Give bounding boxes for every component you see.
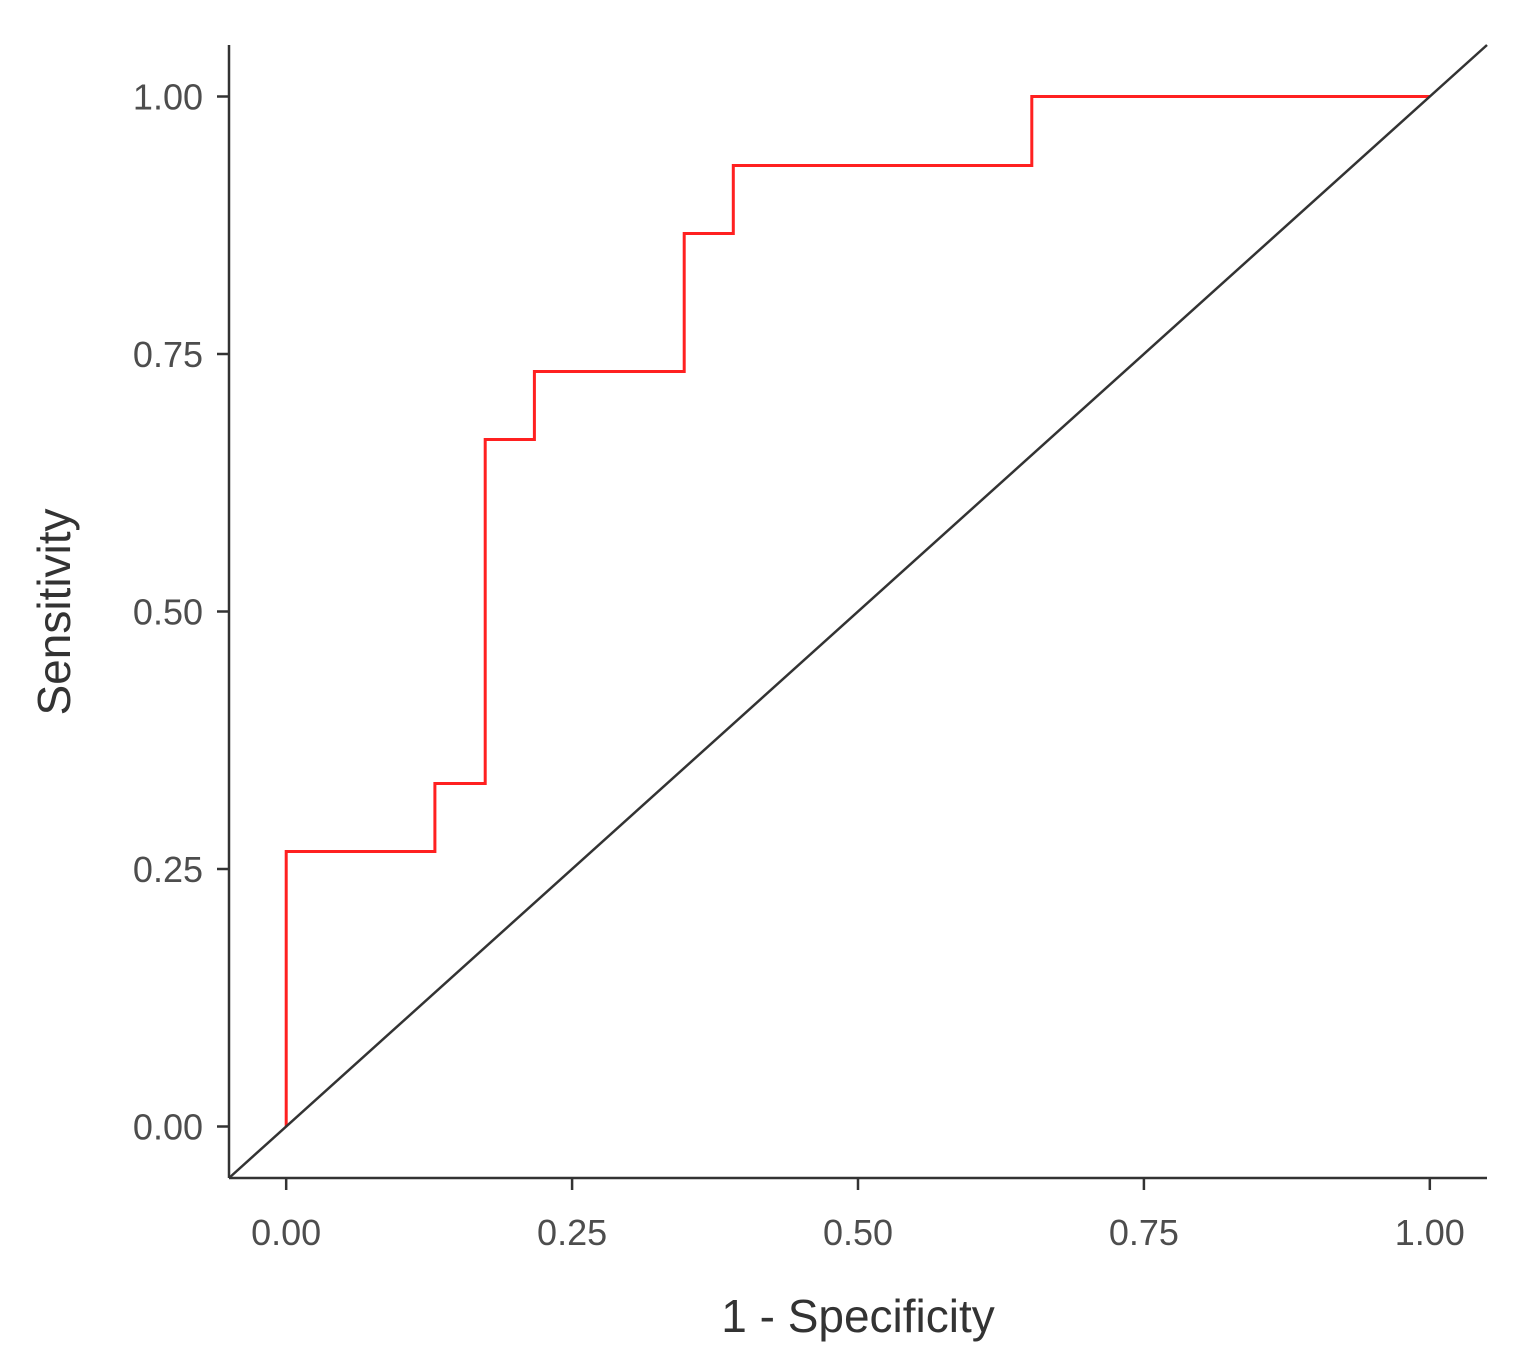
y-tick-label: 0.75: [133, 334, 203, 375]
x-axis-title: 1 - Specificity: [721, 1290, 995, 1342]
x-tick-label: 0.75: [1109, 1212, 1179, 1253]
y-tick-label: 1.00: [133, 77, 203, 118]
y-tick-label: 0.25: [133, 849, 203, 890]
reference-diagonal-line: [228, 44, 1488, 1179]
x-tick-label: 0.00: [251, 1212, 321, 1253]
roc-curve-line: [284, 95, 1430, 1127]
x-tick-label: 0.25: [537, 1212, 607, 1253]
y-tick-label: 0.50: [133, 592, 203, 633]
ticks: 0.00 0.25 0.50 0.75 1.00 0.00 0.25 0.50 0.75 1.00: [133, 77, 1465, 1254]
y-axis-title: Sensitivity: [28, 508, 80, 715]
x-tick-label: 0.50: [823, 1212, 893, 1253]
x-tick-label: 1.00: [1395, 1212, 1465, 1253]
y-tick-label: 0.00: [133, 1107, 203, 1148]
plot-area: [228, 44, 1488, 1179]
